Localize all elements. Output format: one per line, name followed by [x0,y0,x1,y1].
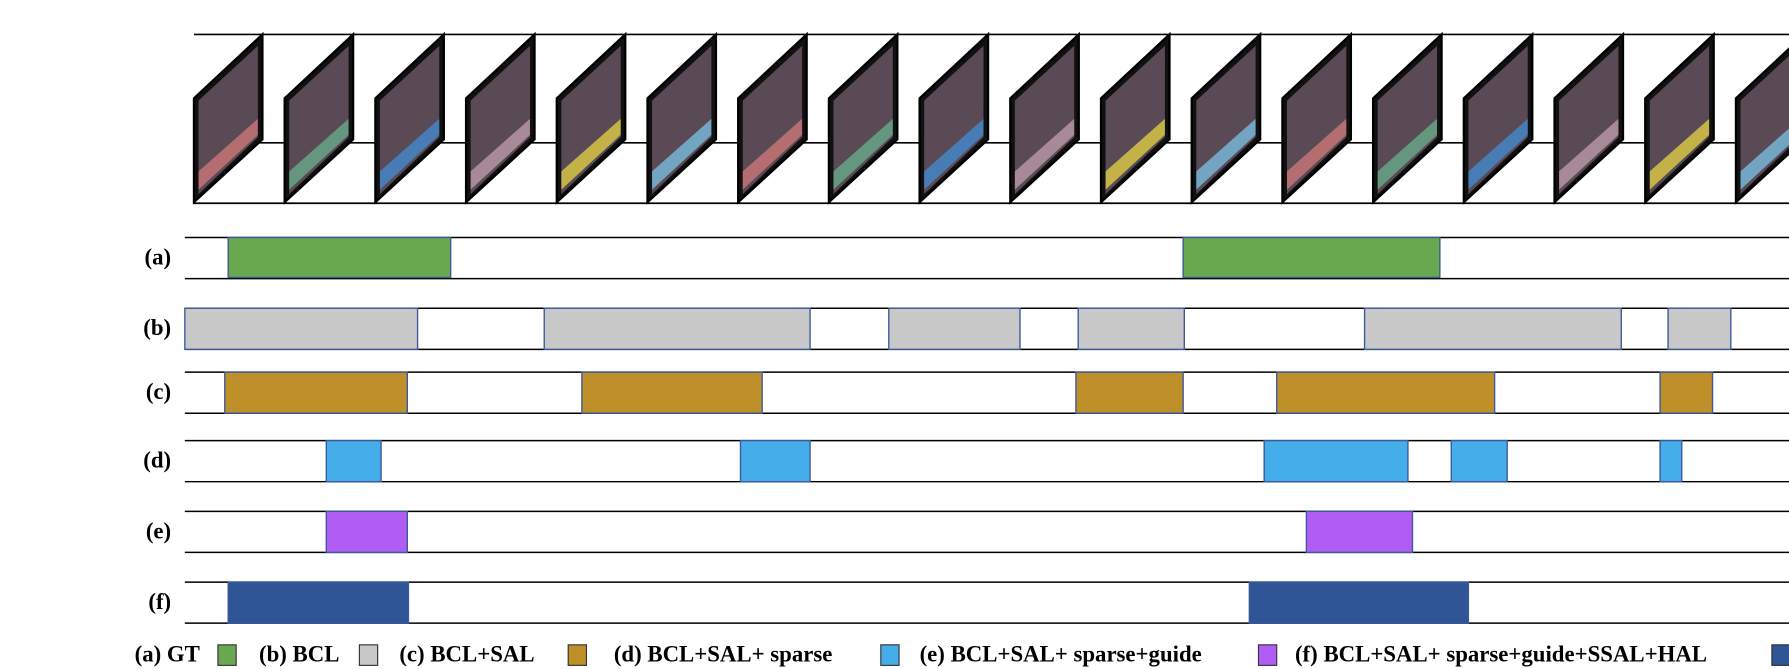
legend-label: (b) BCL [259,641,339,666]
legend-swatch [1772,645,1789,666]
legend-swatch [359,645,377,666]
segment [1183,238,1440,278]
segment [1660,441,1682,482]
row-label: (e) [146,518,171,543]
segment [1365,308,1622,349]
segment [1451,441,1507,482]
segment [544,308,810,349]
segment [1277,372,1495,413]
row-label: (f) [148,589,171,614]
legend-swatch [568,645,586,666]
segment [1078,308,1184,349]
segment [1264,441,1408,482]
segment [740,441,810,482]
video-frames [194,34,1789,203]
segment [228,582,408,623]
legend-label: (e) BCL+SAL+ sparse+guide [920,641,1202,666]
legend: (a) GT (b) BCL (c) BCL+SAL (d) BCL+SAL+ spa… [135,641,1789,666]
segment [1668,308,1731,349]
segment [1306,511,1412,552]
segment [1076,372,1183,413]
legend-swatch [218,645,236,666]
segment [225,372,408,413]
legend-label: (f) BCL+SAL+ sparse+guide+SSAL+HAL [1295,641,1707,666]
legend-swatch [1258,645,1276,666]
segment [326,511,407,552]
segment [228,238,450,278]
segment [889,308,1020,349]
row-label: (d) [143,448,171,473]
row-label: (a) [145,244,172,269]
figure: (a) GT (b) BCL (c) BCL+SAL (d) BCL+SAL+ spa… [0,0,1789,669]
row-label: (c) [146,379,171,404]
segment [185,308,418,349]
segment [326,441,381,482]
row-label: (b) [143,315,171,340]
segment [1249,582,1468,623]
legend-label: (c) BCL+SAL [399,641,534,666]
segment [1660,372,1712,413]
legend-swatch [881,645,899,666]
legend-label: (a) GT [135,641,200,666]
timelines [185,238,1789,624]
legend-label: (d) BCL+SAL+ sparse [614,641,833,666]
segment [582,372,762,413]
